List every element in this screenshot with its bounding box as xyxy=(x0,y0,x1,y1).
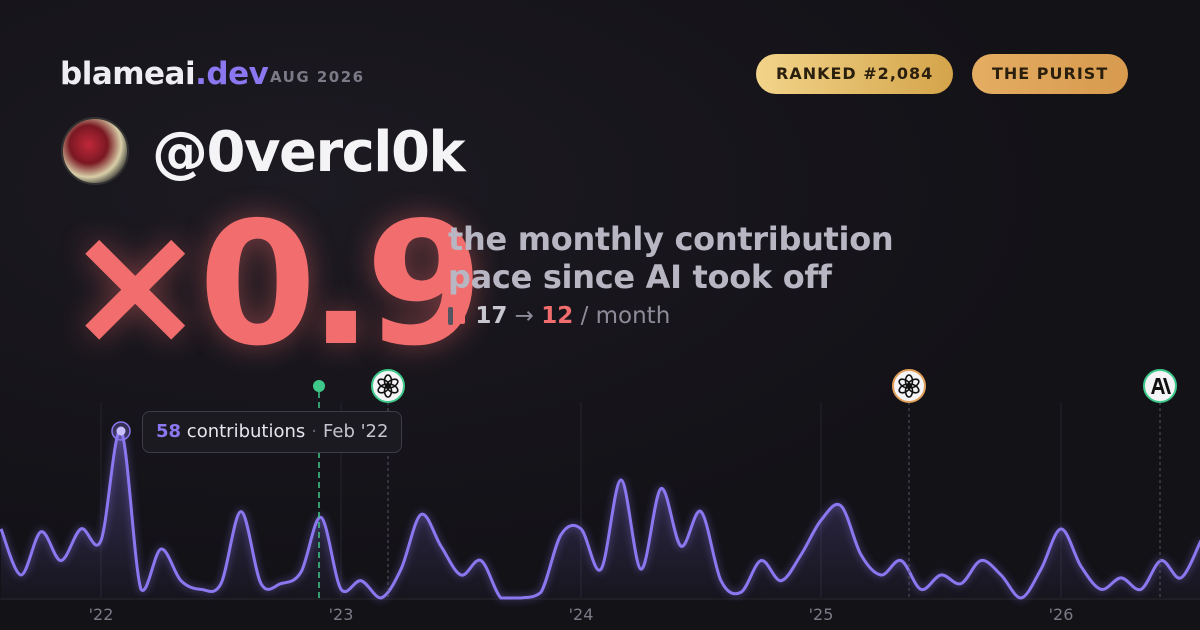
avatar xyxy=(61,117,129,185)
tooltip-sep: · xyxy=(311,421,317,442)
tooltip-label: contributions xyxy=(186,421,306,442)
tooltip: 58 contributions · Feb '22 xyxy=(142,411,403,453)
description-line: pace since AI took off xyxy=(448,258,832,296)
date: AUG 2026 xyxy=(270,68,365,86)
event-marker xyxy=(892,369,926,598)
brand-tld: .dev xyxy=(195,56,269,92)
x-tick-label: '25 xyxy=(809,605,834,624)
x-tick-label: '26 xyxy=(1049,605,1074,624)
area-fill xyxy=(1,430,1200,598)
description: the monthly contribution pace since AI t… xyxy=(448,220,894,296)
description-line: the monthly contribution xyxy=(448,220,894,258)
highlight-dot xyxy=(116,426,126,436)
x-tick-label: '24 xyxy=(569,605,594,624)
x-tick-label: '22 xyxy=(89,605,114,624)
brand[interactable]: blameai.dev xyxy=(60,56,269,92)
tooltip-value: 58 xyxy=(156,421,182,442)
event-dot xyxy=(313,380,325,392)
tooltip-date: Feb '22 xyxy=(323,421,389,442)
rank-badge: RANKED #2,084 xyxy=(756,54,954,94)
icon-petal xyxy=(377,378,390,389)
pace-after: 12 xyxy=(541,303,574,329)
handle: @0vercl0k xyxy=(152,120,466,185)
pace-icon xyxy=(460,310,466,324)
brand-name: blameai xyxy=(60,56,196,92)
event-marker xyxy=(1143,369,1177,598)
multiplier: ×0.9 xyxy=(64,186,484,384)
pace: 17 → 12 / month xyxy=(448,303,670,329)
pace-icon xyxy=(448,307,453,325)
event-icon-bg xyxy=(371,369,405,403)
event-icon-bg xyxy=(892,369,926,403)
pace-before: 17 xyxy=(475,303,508,329)
line xyxy=(0,429,1200,600)
icon-glyph xyxy=(1151,378,1171,394)
icon-petal xyxy=(898,378,911,389)
x-tick-label: '23 xyxy=(329,605,354,624)
event-marker xyxy=(371,369,405,598)
pace-arrow: → xyxy=(514,303,534,329)
persona-badge: THE PURIST xyxy=(972,54,1129,94)
pace-unit: / month xyxy=(580,303,671,329)
